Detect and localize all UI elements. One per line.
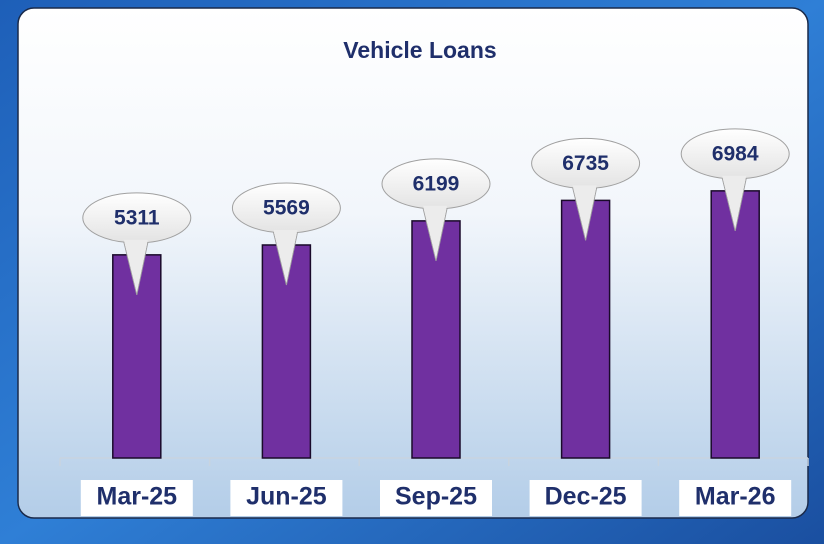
data-label: 6199 — [413, 172, 460, 195]
x-tick-label: Mar-26 — [695, 483, 776, 511]
callout — [273, 229, 298, 283]
x-tick-label: Jun-25 — [246, 483, 327, 511]
data-label: 6984 — [712, 142, 759, 165]
data-label: 5311 — [114, 206, 160, 229]
data-label: 6735 — [562, 152, 609, 175]
x-label-box — [80, 480, 193, 516]
callout — [572, 185, 597, 239]
x-label-box — [679, 480, 792, 516]
x-label-box — [380, 480, 492, 516]
x-label-box — [529, 480, 642, 516]
data-label: 5569 — [263, 197, 310, 220]
chart-title: Vehicle Loans — [343, 37, 496, 63]
x-label-box — [230, 480, 343, 516]
x-tick-label: Dec-25 — [545, 483, 627, 511]
callout — [423, 205, 447, 259]
x-tick-label: Mar-25 — [97, 483, 178, 511]
callout — [123, 239, 148, 293]
callout — [722, 175, 747, 229]
x-tick-label: Sep-25 — [395, 483, 477, 511]
bar — [710, 190, 760, 459]
bar — [560, 199, 611, 459]
bar — [112, 254, 162, 459]
